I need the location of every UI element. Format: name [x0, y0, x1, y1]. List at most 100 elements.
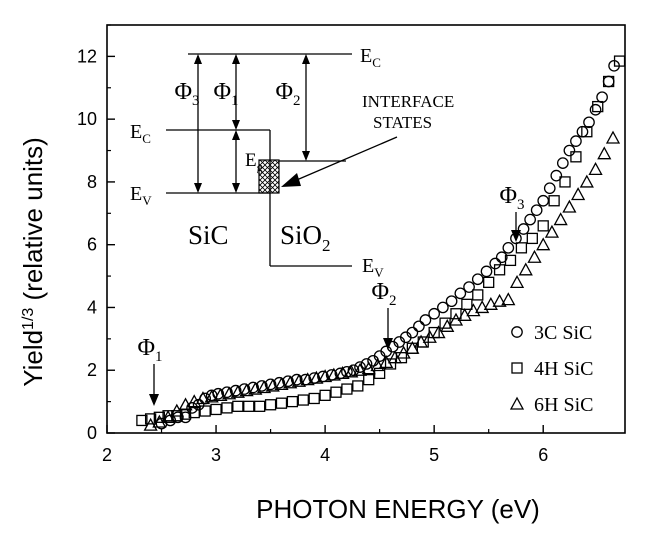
data-point-triangle [588, 162, 603, 176]
inset-phi3-arrow-bottom [194, 183, 202, 193]
data-point-square [592, 100, 604, 113]
series-triangle [143, 130, 621, 431]
y-tick-label: 0 [87, 423, 97, 443]
inset-phi2-arrow-top [302, 54, 310, 64]
data-point-square [548, 195, 560, 207]
data-point-circle [556, 157, 569, 169]
data-point-circle [530, 204, 543, 217]
data-point-circle [471, 273, 484, 286]
data-point-square [439, 317, 451, 329]
data-point-square [526, 232, 538, 245]
inset-eg-label: Eg [245, 150, 263, 174]
data-point-circle [524, 213, 536, 226]
data-point-circle [563, 144, 576, 157]
data-point-triangle [579, 174, 594, 188]
data-point-circle [406, 326, 419, 339]
data-point-triangle [405, 340, 420, 354]
y-axis-title-suffix: (relative units) [18, 137, 48, 308]
inset-sic-label: SiC [188, 220, 229, 250]
data-point-triangle [178, 397, 193, 411]
data-point-triangle [274, 376, 289, 391]
data-point-triangle [309, 370, 324, 384]
phi2-arrow-head [383, 338, 393, 350]
data-point-triangle [553, 212, 568, 226]
legend-label: 3C SiC [534, 322, 592, 344]
data-point-triangle [571, 187, 586, 201]
data-point-triangle [597, 146, 612, 160]
data-point-triangle [344, 364, 359, 378]
y-tick-label: 2 [87, 360, 97, 380]
phi1-arrow-head [149, 394, 159, 406]
data-point-circle [596, 91, 608, 104]
data-point-triangle [239, 383, 254, 397]
data-point-triangle [187, 394, 202, 408]
data-point-circle [437, 301, 449, 314]
data-point-triangle [318, 369, 333, 383]
data-point-triangle [291, 373, 307, 387]
inset-phi3-label: Φ3 [174, 79, 199, 109]
data-point-circle [360, 358, 373, 370]
data-point-square [493, 264, 506, 276]
inset-ec-right-label: EC [360, 45, 381, 70]
data-point-square [472, 289, 484, 301]
data-point-triangle [509, 274, 525, 289]
inset-eg-arrow-top [232, 130, 240, 140]
data-point-square [559, 176, 571, 188]
data-point-triangle [160, 409, 176, 423]
data-point-circle [502, 241, 515, 254]
inset-phi1-label: Φ1 [213, 79, 238, 109]
inset-interface-states-block [258, 159, 280, 194]
phi2-label: Φ2 [371, 279, 396, 309]
data-point-triangle [370, 358, 385, 372]
data-point-square [275, 397, 288, 409]
data-point-triangle [466, 303, 481, 317]
data-point-square [243, 400, 255, 412]
data-point-square [136, 414, 148, 427]
x-tick-label: 4 [320, 445, 330, 465]
data-point-square [210, 403, 222, 416]
data-point-square [188, 406, 200, 419]
data-point-triangle [536, 237, 551, 251]
inset-phi1-arrow-bottom [232, 120, 240, 130]
data-point-square [613, 55, 626, 67]
phi-annotations: Φ1 Φ2 Φ3 [137, 183, 525, 406]
data-point-circle [570, 135, 582, 147]
inset-phi1-arrow-top [232, 54, 240, 64]
data-point-square [341, 383, 353, 395]
data-point-square [461, 298, 473, 310]
data-point-triangle [248, 381, 263, 395]
x-axis-title: PHOTON ENERGY (eV) [256, 494, 540, 524]
legend-marker-circle [511, 326, 523, 338]
data-point-square [264, 399, 277, 411]
data-point-circle [463, 281, 475, 293]
data-point-triangle [527, 249, 542, 263]
legend-marker-square [511, 362, 523, 374]
data-point-square [308, 392, 320, 405]
x-tick-label: 6 [538, 445, 548, 465]
inset-ec-left-label: EC [130, 121, 151, 146]
data-point-triangle [544, 224, 560, 238]
data-point-circle [354, 361, 366, 373]
data-point-triangle [361, 361, 376, 375]
data-point-triangle [230, 384, 245, 398]
data-point-circle [543, 182, 556, 195]
data-point-triangle [440, 318, 455, 332]
data-point-triangle [204, 389, 219, 403]
data-point-triangle [501, 292, 516, 306]
data-point-triangle [195, 391, 211, 405]
y-axis-title: Yield1/3 (relative units) [18, 137, 48, 387]
data-point-triangle [352, 362, 368, 376]
plot-border [106, 24, 626, 434]
data-point-square [254, 400, 266, 412]
y-tick-label: 12 [77, 46, 97, 66]
legend-marker-triangle [509, 396, 525, 410]
data-point-square [450, 308, 462, 320]
data-point-square [286, 395, 299, 408]
data-point-triangle [605, 130, 621, 144]
inset-phi3-arrow-top [194, 54, 202, 64]
data-point-circle [445, 295, 458, 308]
inset-interface-label-1: INTERFACE [362, 92, 454, 111]
y-axis-title-sup: 1/3 [20, 308, 37, 330]
